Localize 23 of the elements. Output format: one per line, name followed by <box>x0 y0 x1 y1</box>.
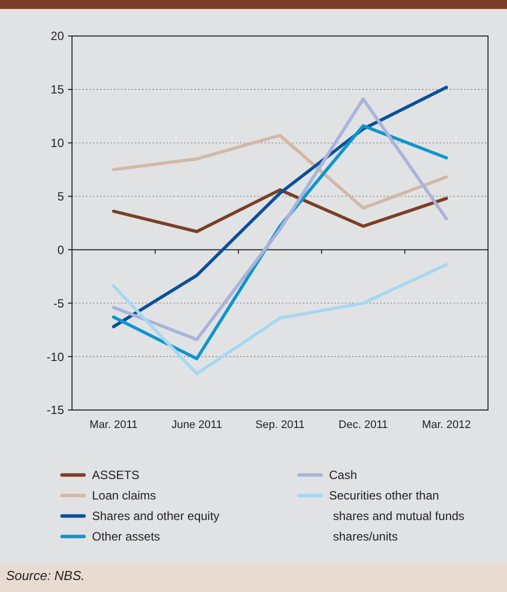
y-tick-label: -5 <box>53 296 64 310</box>
legend-label: Cash <box>329 468 358 482</box>
x-tick-label: June 2011 <box>172 419 222 431</box>
x-tick-label: Dec. 2011 <box>338 419 388 431</box>
line-series <box>112 188 448 234</box>
y-tick-label: 15 <box>50 82 64 97</box>
y-tick-label: -10 <box>46 350 64 364</box>
legend-label: Loan claims <box>92 488 156 503</box>
y-tick-label: 20 <box>50 29 64 44</box>
line-series <box>112 134 448 210</box>
legend-label: Shares and other equity <box>92 509 220 524</box>
y-tick-label: 10 <box>50 136 64 150</box>
legend-label: Securities other than shares and mutual funds shares/units <box>329 488 464 544</box>
y-tick-label: 0 <box>57 242 64 257</box>
y-tick-label: 5 <box>57 189 64 204</box>
line-series <box>112 263 448 376</box>
legend-label: Other assets <box>92 530 160 544</box>
x-tick-label: Sep. 2011 <box>255 419 305 431</box>
y-tick-label: -15 <box>46 403 64 418</box>
x-tick-label: Mar. 2012 <box>422 419 471 431</box>
source-note: Source: NBS. <box>6 568 85 583</box>
legend-label: ASSETS <box>92 468 140 482</box>
x-tick-label: Mar. 2011 <box>90 419 138 431</box>
